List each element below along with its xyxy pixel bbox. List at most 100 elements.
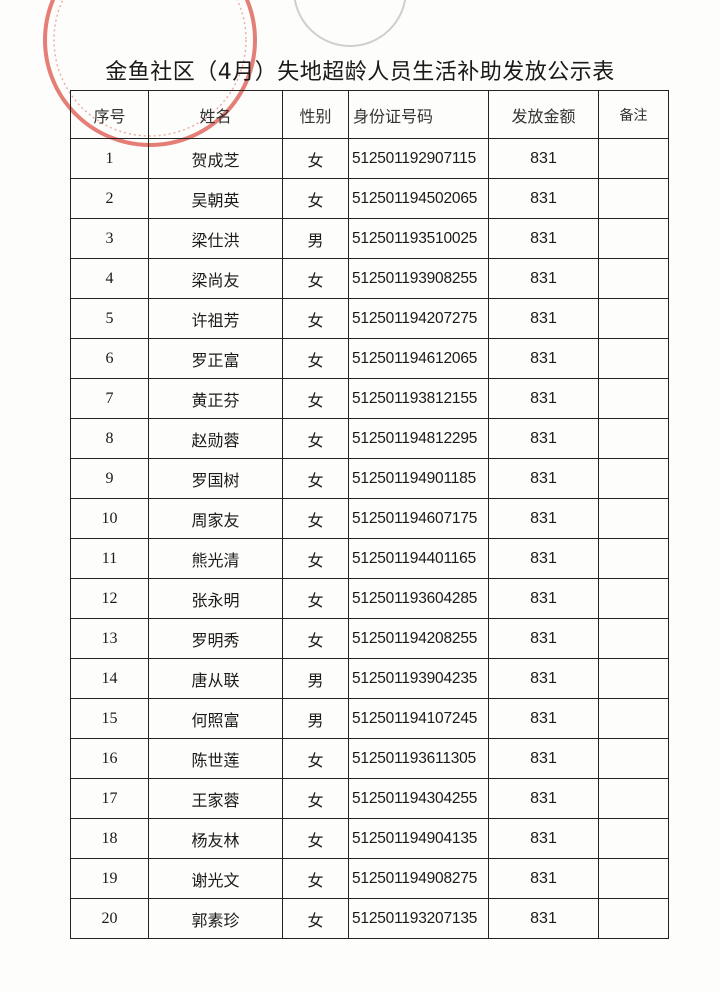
cell-no: 19 <box>70 858 149 899</box>
cell-id: 512501193207135 <box>348 898 489 939</box>
table-row: 16 陈世莲女 512501193611305 831 <box>70 738 669 779</box>
cell-amount: 831 <box>488 458 599 499</box>
cell-name: 谢光文 <box>148 858 283 899</box>
cell-note <box>598 778 669 819</box>
cell-name: 何照富 <box>148 698 283 739</box>
cell-amount: 831 <box>488 538 599 579</box>
cell-id: 512501194908275 <box>348 858 489 899</box>
header-id: 身份证号码 <box>348 90 489 139</box>
cell-name: 张永明 <box>148 578 283 619</box>
table-row: 8 赵勋蓉女 512501194812295 831 <box>70 418 669 459</box>
cell-no: 14 <box>70 658 149 699</box>
cell-no: 5 <box>70 298 149 339</box>
table-row: 15 何照富男 512501194107245 831 <box>70 698 669 739</box>
cell-amount: 831 <box>488 658 599 699</box>
table-row: 4 梁尚友女 512501193908255 831 <box>70 258 669 299</box>
table-row: 7 黄正芬女 512501193812155 831 <box>70 378 669 419</box>
table-header-row: 序号 姓名 性别 身份证号码 发放金额 备注 <box>70 90 669 139</box>
cell-sex: 女 <box>282 258 349 299</box>
cell-sex: 女 <box>282 898 349 939</box>
cell-amount: 831 <box>488 418 599 459</box>
cell-note <box>598 378 669 419</box>
header-no: 序号 <box>70 90 149 139</box>
cell-note <box>598 178 669 219</box>
cell-id: 512501194107245 <box>348 698 489 739</box>
cell-no: 11 <box>70 538 149 579</box>
cell-note <box>598 298 669 339</box>
table-row: 14 唐从联男 512501193904235 831 <box>70 658 669 699</box>
cell-name: 杨友林 <box>148 818 283 859</box>
cell-name: 罗正富 <box>148 338 283 379</box>
cell-name: 熊光清 <box>148 538 283 579</box>
cell-no: 6 <box>70 338 149 379</box>
cell-amount: 831 <box>488 858 599 899</box>
cell-name: 梁仕洪 <box>148 218 283 259</box>
cell-no: 8 <box>70 418 149 459</box>
cell-note <box>598 258 669 299</box>
cell-amount: 831 <box>488 778 599 819</box>
cell-amount: 831 <box>488 818 599 859</box>
cell-sex: 男 <box>282 698 349 739</box>
cell-no: 7 <box>70 378 149 419</box>
cell-sex: 女 <box>282 738 349 779</box>
cell-amount: 831 <box>488 898 599 939</box>
cell-note <box>598 698 669 739</box>
cell-note <box>598 658 669 699</box>
cell-no: 4 <box>70 258 149 299</box>
cell-amount: 831 <box>488 738 599 779</box>
header-note: 备注 <box>598 90 669 139</box>
table-row: 10 周家友女 512501194607175 831 <box>70 498 669 539</box>
table-row: 9 罗国树女 512501194901185 831 <box>70 458 669 499</box>
cell-sex: 女 <box>282 338 349 379</box>
cell-id: 512501193604285 <box>348 578 489 619</box>
cell-id: 512501193510025 <box>348 218 489 259</box>
cell-no: 3 <box>70 218 149 259</box>
cell-id: 512501194812295 <box>348 418 489 459</box>
cell-sex: 女 <box>282 618 349 659</box>
subsidy-table: 序号 姓名 性别 身份证号码 发放金额 备注 1 贺成芝女 512501192907… <box>70 90 669 939</box>
cell-sex: 女 <box>282 378 349 419</box>
table-row: 2 吴朝英女 512501194502065 831 <box>70 178 669 219</box>
cell-name: 罗明秀 <box>148 618 283 659</box>
cell-no: 9 <box>70 458 149 499</box>
cell-id: 512501194901185 <box>348 458 489 499</box>
cell-no: 12 <box>70 578 149 619</box>
table-row: 12 张永明女 512501193604285 831 <box>70 578 669 619</box>
table-row: 1 贺成芝女 512501192907115 831 <box>70 138 669 179</box>
cell-amount: 831 <box>488 138 599 179</box>
cell-id: 512501193812155 <box>348 378 489 419</box>
cell-name: 吴朝英 <box>148 178 283 219</box>
cell-sex: 女 <box>282 498 349 539</box>
cell-amount: 831 <box>488 698 599 739</box>
cell-amount: 831 <box>488 498 599 539</box>
header-amount: 发放金额 <box>488 90 599 139</box>
cell-id: 512501194208255 <box>348 618 489 659</box>
cell-name: 王家蓉 <box>148 778 283 819</box>
cell-name: 陈世莲 <box>148 738 283 779</box>
cell-id: 512501194904135 <box>348 818 489 859</box>
table-row: 17 王家蓉女 512501194304255 831 <box>70 778 669 819</box>
cell-no: 13 <box>70 618 149 659</box>
table-row: 18 杨友林女 512501194904135 831 <box>70 818 669 859</box>
cell-note <box>598 138 669 179</box>
table-row: 11 熊光清女 512501194401165 831 <box>70 538 669 579</box>
cell-amount: 831 <box>488 298 599 339</box>
cell-id: 512501194401165 <box>348 538 489 579</box>
cell-name: 周家友 <box>148 498 283 539</box>
cell-name: 罗国树 <box>148 458 283 499</box>
cell-name: 赵勋蓉 <box>148 418 283 459</box>
cell-name: 梁尚友 <box>148 258 283 299</box>
cell-no: 17 <box>70 778 149 819</box>
cell-no: 20 <box>70 898 149 939</box>
table-row: 19 谢光文女 512501194908275 831 <box>70 858 669 899</box>
cell-name: 郭素珍 <box>148 898 283 939</box>
cell-sex: 女 <box>282 178 349 219</box>
cell-sex: 男 <box>282 658 349 699</box>
cell-amount: 831 <box>488 618 599 659</box>
cell-note <box>598 618 669 659</box>
cell-id: 512501194207275 <box>348 298 489 339</box>
cell-sex: 女 <box>282 458 349 499</box>
table-row: 6 罗正富女 512501194612065 831 <box>70 338 669 379</box>
table-row: 3 梁仕洪男 512501193510025 831 <box>70 218 669 259</box>
cell-note <box>598 218 669 259</box>
